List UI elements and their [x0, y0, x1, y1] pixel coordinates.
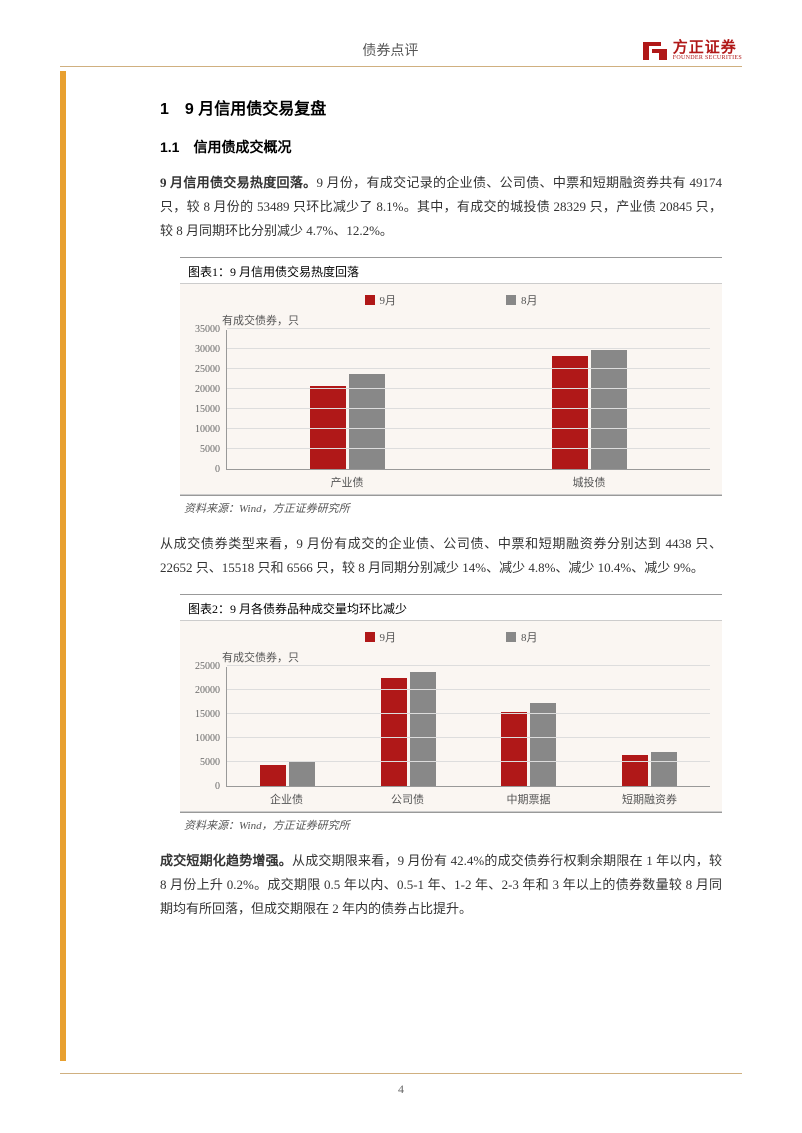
bar-aug	[651, 752, 677, 787]
content: 1 9 月信用债交易复盘 1.1 信用债成交概况 9 月信用债交易热度回落。9 …	[60, 95, 742, 921]
legend-sq-sep2	[365, 632, 375, 642]
logo-text-en: FOUNDER SECURITIES	[673, 55, 742, 61]
x-tick: 企业债	[226, 791, 347, 807]
bar-sep	[260, 765, 286, 786]
chart-2-yaxis: 0500010000150002000025000	[192, 667, 226, 787]
chart-2-area: 9月 8月 有成交债券，只 0500010000150002000025000 …	[180, 620, 722, 812]
bar-aug	[289, 761, 315, 786]
side-accent-bar	[60, 71, 66, 1061]
page-header: 债券点评 方正证券 FOUNDER SECURITIES	[60, 38, 742, 67]
x-tick: 中期票据	[468, 791, 589, 807]
heading-1: 1 9 月信用债交易复盘	[160, 95, 722, 119]
chart-1-plot	[226, 330, 710, 470]
chart-1-ylabel: 有成交债券，只	[222, 312, 710, 328]
chart-2-ylabel: 有成交债券，只	[222, 649, 710, 665]
chart-1-title: 图表1：9 月信用债交易热度回落	[180, 257, 722, 283]
chart-2-legend: 9月 8月	[192, 629, 710, 645]
x-tick: 公司债	[347, 791, 468, 807]
chart-1-area: 9月 8月 有成交债券，只 05000100001500020000250003…	[180, 283, 722, 495]
chart-2-source: 资料来源：Wind，方正证券研究所	[180, 812, 722, 833]
x-tick: 城投债	[468, 474, 710, 490]
p1-bold: 9 月信用债交易热度回落。	[160, 175, 316, 190]
header-title: 债券点评	[60, 40, 641, 60]
paragraph-2: 从成交债券类型来看，9 月份有成交的企业债、公司债、中票和短期融资券分别达到 4…	[160, 532, 722, 580]
bar-sep	[622, 755, 648, 787]
chart-2-plot	[226, 667, 710, 787]
chart-2-title: 图表2：9 月各债券品种成交量均环比减少	[180, 594, 722, 620]
founder-logo-icon	[641, 38, 669, 62]
legend-sq-aug2	[506, 632, 516, 642]
x-tick: 产业债	[226, 474, 468, 490]
chart-2-xaxis: 企业债公司债中期票据短期融资券	[226, 787, 710, 807]
chart-1-source: 资料来源：Wind，方正证券研究所	[180, 495, 722, 516]
page-number: 4	[398, 1082, 404, 1096]
chart-1: 图表1：9 月信用债交易热度回落 9月 8月 有成交债券，只 050001000…	[180, 257, 722, 516]
chart-1-xaxis: 产业债城投债	[226, 470, 710, 490]
logo: 方正证券 FOUNDER SECURITIES	[641, 38, 742, 62]
bar-sep	[381, 678, 407, 787]
heading-1-1: 1.1 信用债成交概况	[160, 137, 722, 157]
paragraph-1: 9 月信用债交易热度回落。9 月份，有成交记录的企业债、公司债、中票和短期融资券…	[160, 171, 722, 243]
bar-sep	[552, 356, 588, 469]
chart-2: 图表2：9 月各债券品种成交量均环比减少 9月 8月 有成交债券，只 05000…	[180, 594, 722, 833]
logo-text-cn: 方正证券	[673, 40, 742, 55]
paragraph-3: 成交短期化趋势增强。从成交期限来看，9 月份有 42.4%的成交债券行权剩余期限…	[160, 849, 722, 921]
bar-sep	[501, 712, 527, 786]
x-tick: 短期融资券	[589, 791, 710, 807]
legend-sq-sep	[365, 295, 375, 305]
legend-sq-aug	[506, 295, 516, 305]
chart-1-legend: 9月 8月	[192, 292, 710, 308]
footer: 4	[0, 1073, 802, 1097]
bar-aug	[530, 703, 556, 786]
chart-1-yaxis: 05000100001500020000250003000035000	[192, 330, 226, 470]
p3-bold: 成交短期化趋势增强。	[160, 853, 292, 868]
